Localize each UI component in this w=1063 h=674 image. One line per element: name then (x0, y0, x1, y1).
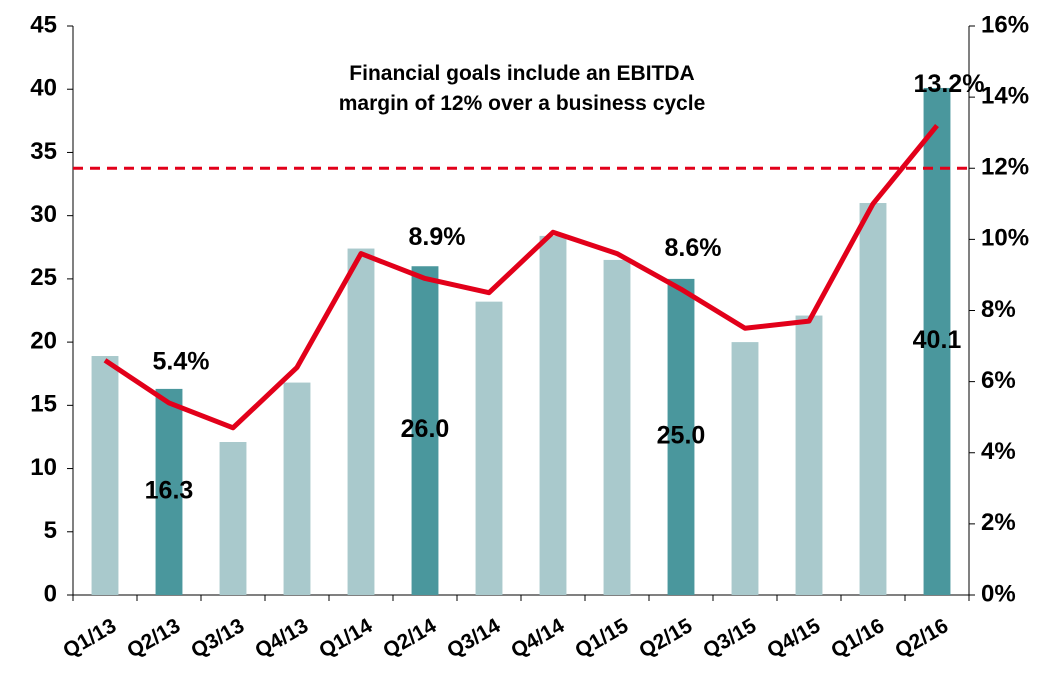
x-tick-label: Q1/16 (827, 614, 888, 663)
bar (347, 248, 375, 595)
y-tick-label: 10 (30, 454, 57, 481)
x-tick-label: Q3/14 (443, 614, 504, 663)
bar (283, 382, 311, 595)
y2-tick-label: 2% (981, 509, 1016, 536)
bar (411, 266, 439, 595)
bar-label: 40.1 (913, 326, 962, 354)
x-tick-label: Q3/13 (187, 614, 248, 663)
y2-tick-label: 6% (981, 367, 1016, 394)
y-tick-label: 15 (30, 391, 57, 418)
bar (219, 442, 247, 595)
y-tick-label: 35 (30, 138, 57, 165)
x-tick-label: Q1/13 (59, 614, 120, 663)
x-tick-label: Q2/13 (123, 614, 184, 663)
x-tick-label: Q1/14 (315, 614, 376, 663)
y2-tick-label: 14% (981, 82, 1029, 109)
bar (667, 278, 695, 595)
bar (91, 356, 119, 595)
y2-tick-label: 16% (981, 11, 1029, 38)
y-tick-label: 20 (30, 327, 57, 354)
bar (795, 315, 823, 595)
y2-tick-label: 12% (981, 154, 1029, 181)
y2-tick-label: 10% (981, 225, 1029, 252)
bar (475, 301, 503, 595)
x-tick-label: Q2/15 (635, 614, 696, 663)
y-tick-label: 40 (30, 75, 57, 102)
bar-label: 25.0 (657, 422, 706, 450)
annotation: Financial goals include an EBITDA margin … (339, 62, 706, 115)
y-tick-label: 45 (30, 11, 57, 38)
x-tick-label: Q4/13 (251, 614, 312, 663)
x-tick-label: Q2/16 (891, 614, 952, 663)
bar (859, 203, 887, 595)
line (103, 123, 939, 431)
line-label: 8.6% (665, 234, 722, 262)
line-label: 13.2% (914, 70, 985, 98)
y-tick-label: 5 (44, 517, 57, 544)
bar (603, 259, 631, 595)
bar (731, 342, 759, 595)
x-tick-label: Q3/15 (699, 614, 760, 663)
y2-tick-label: 4% (981, 438, 1016, 465)
y-tick-label: 30 (30, 201, 57, 228)
bar-label: 16.3 (145, 477, 194, 505)
x-tick-label: Q4/15 (763, 614, 824, 663)
y2-tick-label: 0% (981, 580, 1016, 607)
y-tick-label: 0 (44, 580, 57, 607)
x-tick-label: Q2/14 (379, 614, 440, 663)
bar (923, 87, 951, 596)
bar-label: 26.0 (401, 415, 450, 443)
line-label: 5.4% (153, 348, 210, 376)
x-tick-label: Q4/14 (507, 614, 568, 663)
line-label: 8.9% (409, 223, 466, 251)
bar (539, 235, 567, 596)
bar (155, 388, 183, 595)
y2-tick-label: 8% (981, 296, 1016, 323)
x-tick-label: Q1/15 (571, 614, 632, 663)
y-tick-label: 25 (30, 264, 57, 291)
